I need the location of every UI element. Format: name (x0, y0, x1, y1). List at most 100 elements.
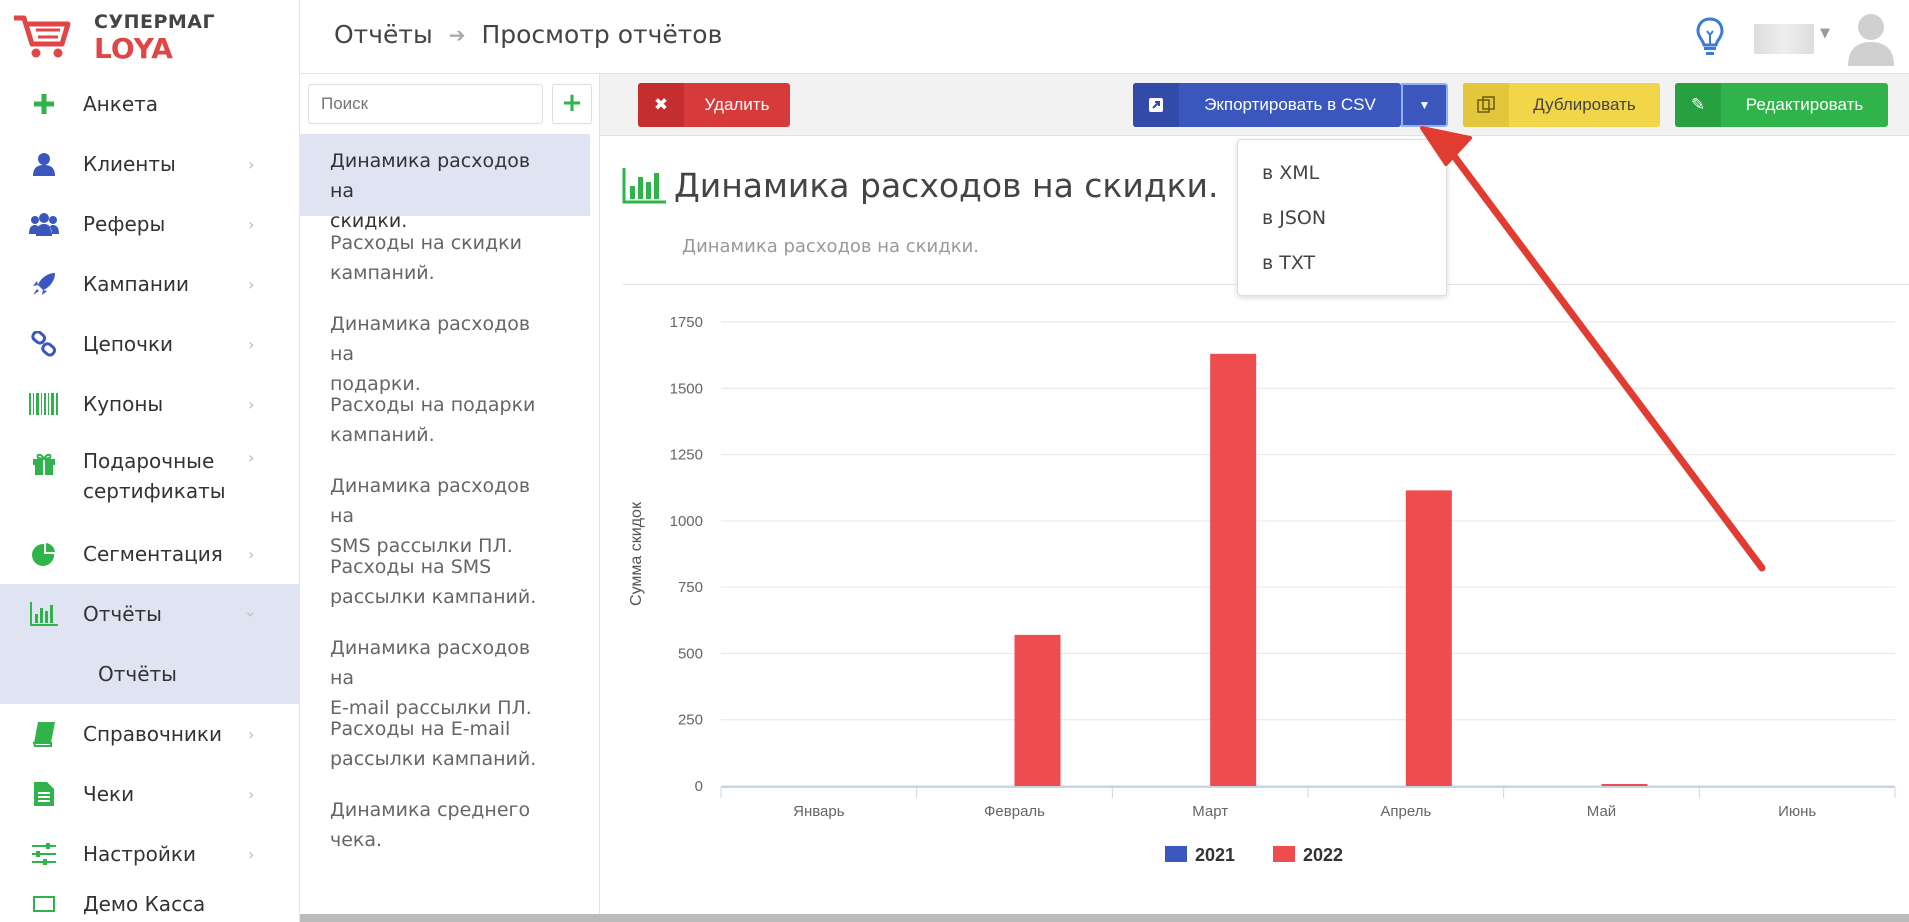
horizontal-scrollbar[interactable] (300, 914, 1909, 922)
pencil-icon: ✎ (1675, 83, 1721, 127)
sidebar-item-chains[interactable]: Цепочки › (0, 314, 300, 374)
breadcrumb-section[interactable]: Отчёты (334, 20, 433, 49)
bar-2022 (1210, 353, 1257, 786)
report-title-line1: Динамика расходов на (330, 150, 531, 202)
search-input[interactable] (308, 84, 543, 124)
chevron-down-icon: › (241, 610, 261, 618)
bar-2022 (1014, 634, 1061, 786)
x-tick-label: Январь (793, 803, 845, 820)
export-dropdown-toggle[interactable]: ▼ (1401, 83, 1448, 127)
report-list-item[interactable]: Динамика расходов на подарки. (300, 297, 590, 395)
logo[interactable]: СУПЕРМАГ LOYA (0, 0, 300, 74)
y-tick-label: 500 (678, 645, 703, 662)
y-tick-label: 750 (678, 579, 703, 596)
sidebar-item-campaigns[interactable]: Кампании › (0, 254, 300, 314)
chevron-right-icon: › (248, 448, 255, 467)
sidebar-item-label: Купоны (83, 392, 164, 416)
edit-button-label: Редактировать (1745, 95, 1864, 114)
x-tick-label: Июнь (1778, 803, 1816, 820)
book-icon (29, 719, 59, 749)
legend-swatch-2022 (1273, 846, 1295, 862)
breadcrumb: Отчёты ➔ Просмотр отчётов (334, 20, 722, 49)
avatar[interactable] (1846, 10, 1896, 66)
chevron-right-icon: › (248, 274, 255, 294)
report-list-item[interactable]: Динамика расходов на скидки. (300, 134, 590, 232)
report-title-line1: Расходы на подарки (330, 394, 536, 416)
edit-button[interactable]: ✎ Редактировать (1675, 83, 1888, 127)
report-title-line2: кампаний. (330, 262, 435, 284)
copy-icon (1463, 83, 1509, 127)
gift-icon (29, 448, 59, 478)
sidebar-item-directories[interactable]: Справочники › (0, 704, 300, 764)
receipt-icon (29, 779, 59, 809)
report-list-item[interactable]: Расходы на скидки кампаний. (300, 216, 590, 297)
report-title-line1: Динамика расходов на (330, 637, 531, 689)
sidebar-item-label: Отчёты (83, 602, 162, 626)
export-json-option[interactable]: в JSON (1262, 207, 1327, 229)
report-title-line2: рассылки кампаний. (330, 748, 537, 770)
bar-2022 (1601, 784, 1648, 786)
report-list-item[interactable]: Расходы на SMS рассылки кампаний. (300, 540, 590, 621)
sidebar-item-gift-certificates[interactable]: Подарочные сертификаты › (0, 434, 300, 524)
breadcrumb-current: Просмотр отчётов (481, 20, 723, 49)
report-list-item[interactable]: Динамика расходов на SMS рассылки ПЛ. (300, 459, 590, 557)
report-list-item[interactable]: Расходы на E-mail рассылки кампаний. (300, 702, 590, 783)
report-title-line2: подарки. (330, 373, 421, 395)
logo-text-bottom: LOYA (94, 32, 173, 65)
chevron-right-icon: › (248, 214, 255, 234)
pie-chart-icon (29, 539, 59, 569)
bar-chart-icon (622, 168, 666, 204)
delete-button-label: Удалить (704, 95, 770, 114)
sidebar-item-demo-cashier[interactable]: Демо Касса (0, 884, 300, 922)
add-report-button[interactable]: + (552, 84, 592, 124)
sidebar-item-reports[interactable]: Отчёты › (0, 584, 300, 644)
sidebar-item-label-line2: сертификаты (83, 479, 226, 503)
y-tick-label: 0 (695, 778, 703, 795)
export-xml-option[interactable]: в XML (1262, 162, 1320, 184)
sidebar-item-label-line1: Подарочные (83, 449, 215, 473)
chevron-right-icon: › (248, 784, 255, 804)
share-icon (1133, 83, 1179, 127)
chevron-right-icon: › (248, 844, 255, 864)
y-tick-label: 1000 (670, 513, 703, 530)
x-tick-label: Май (1587, 803, 1616, 820)
user-name-blurred[interactable] (1754, 24, 1814, 54)
chevron-right-icon: › (248, 334, 255, 354)
report-list-item[interactable]: Динамика расходов на E-mail рассылки ПЛ. (300, 621, 590, 719)
chevron-right-icon: › (248, 154, 255, 174)
arrow-right-icon: ➔ (448, 22, 466, 47)
legend-label: 2021 (1195, 845, 1235, 865)
logo-text-top: СУПЕРМАГ (94, 11, 216, 33)
delete-button[interactable]: ✖ Удалить (638, 83, 790, 127)
sidebar-item-clients[interactable]: Клиенты › (0, 134, 300, 194)
sidebar-item-referers[interactable]: Реферы › (0, 194, 300, 254)
sidebar-item-anketa[interactable]: Анкета (0, 74, 300, 134)
sidebar-item-label: Подарочные сертификаты (83, 446, 226, 506)
sidebar-item-coupons[interactable]: Купоны › (0, 374, 300, 434)
duplicate-button[interactable]: Дублировать (1463, 83, 1660, 127)
report-list-item[interactable]: Расходы на подарки кампаний. (300, 378, 590, 459)
bar-2022 (1405, 490, 1452, 786)
rocket-icon (29, 269, 59, 299)
report-list-item[interactable]: Динамика среднего чека. (300, 783, 590, 864)
y-tick-label: 1750 (670, 314, 703, 331)
chevron-right-icon: › (248, 724, 255, 744)
sidebar-item-receipts[interactable]: Чеки › (0, 764, 300, 824)
export-csv-button[interactable]: Экпортировать в CSV (1133, 83, 1401, 127)
sidebar-item-segmentation[interactable]: Сегментация › (0, 524, 300, 584)
monitor-icon (29, 889, 59, 919)
report-title-line2: чека. (330, 829, 383, 851)
sidebar-item-label: Клиенты (83, 152, 176, 176)
export-txt-option[interactable]: в TXT (1262, 252, 1316, 274)
sidebar-item-label: Чеки (83, 782, 135, 806)
sidebar-item-label: Настройки (83, 842, 196, 866)
sidebar-subitem-reports[interactable]: Отчёты (0, 644, 300, 704)
sidebar-item-label: Демо Касса (83, 892, 206, 916)
y-axis-label: Сумма скидок (628, 501, 645, 606)
report-title-line1: Динамика среднего (330, 799, 531, 821)
sidebar-item-settings[interactable]: Настройки › (0, 824, 300, 884)
lightbulb-icon[interactable] (1696, 16, 1724, 56)
chevron-down-icon[interactable]: ▼ (1820, 26, 1830, 41)
y-tick-label: 1500 (670, 380, 703, 397)
reports-list-pane: + Динамика расходов на скидки. Расходы на… (300, 74, 898, 922)
